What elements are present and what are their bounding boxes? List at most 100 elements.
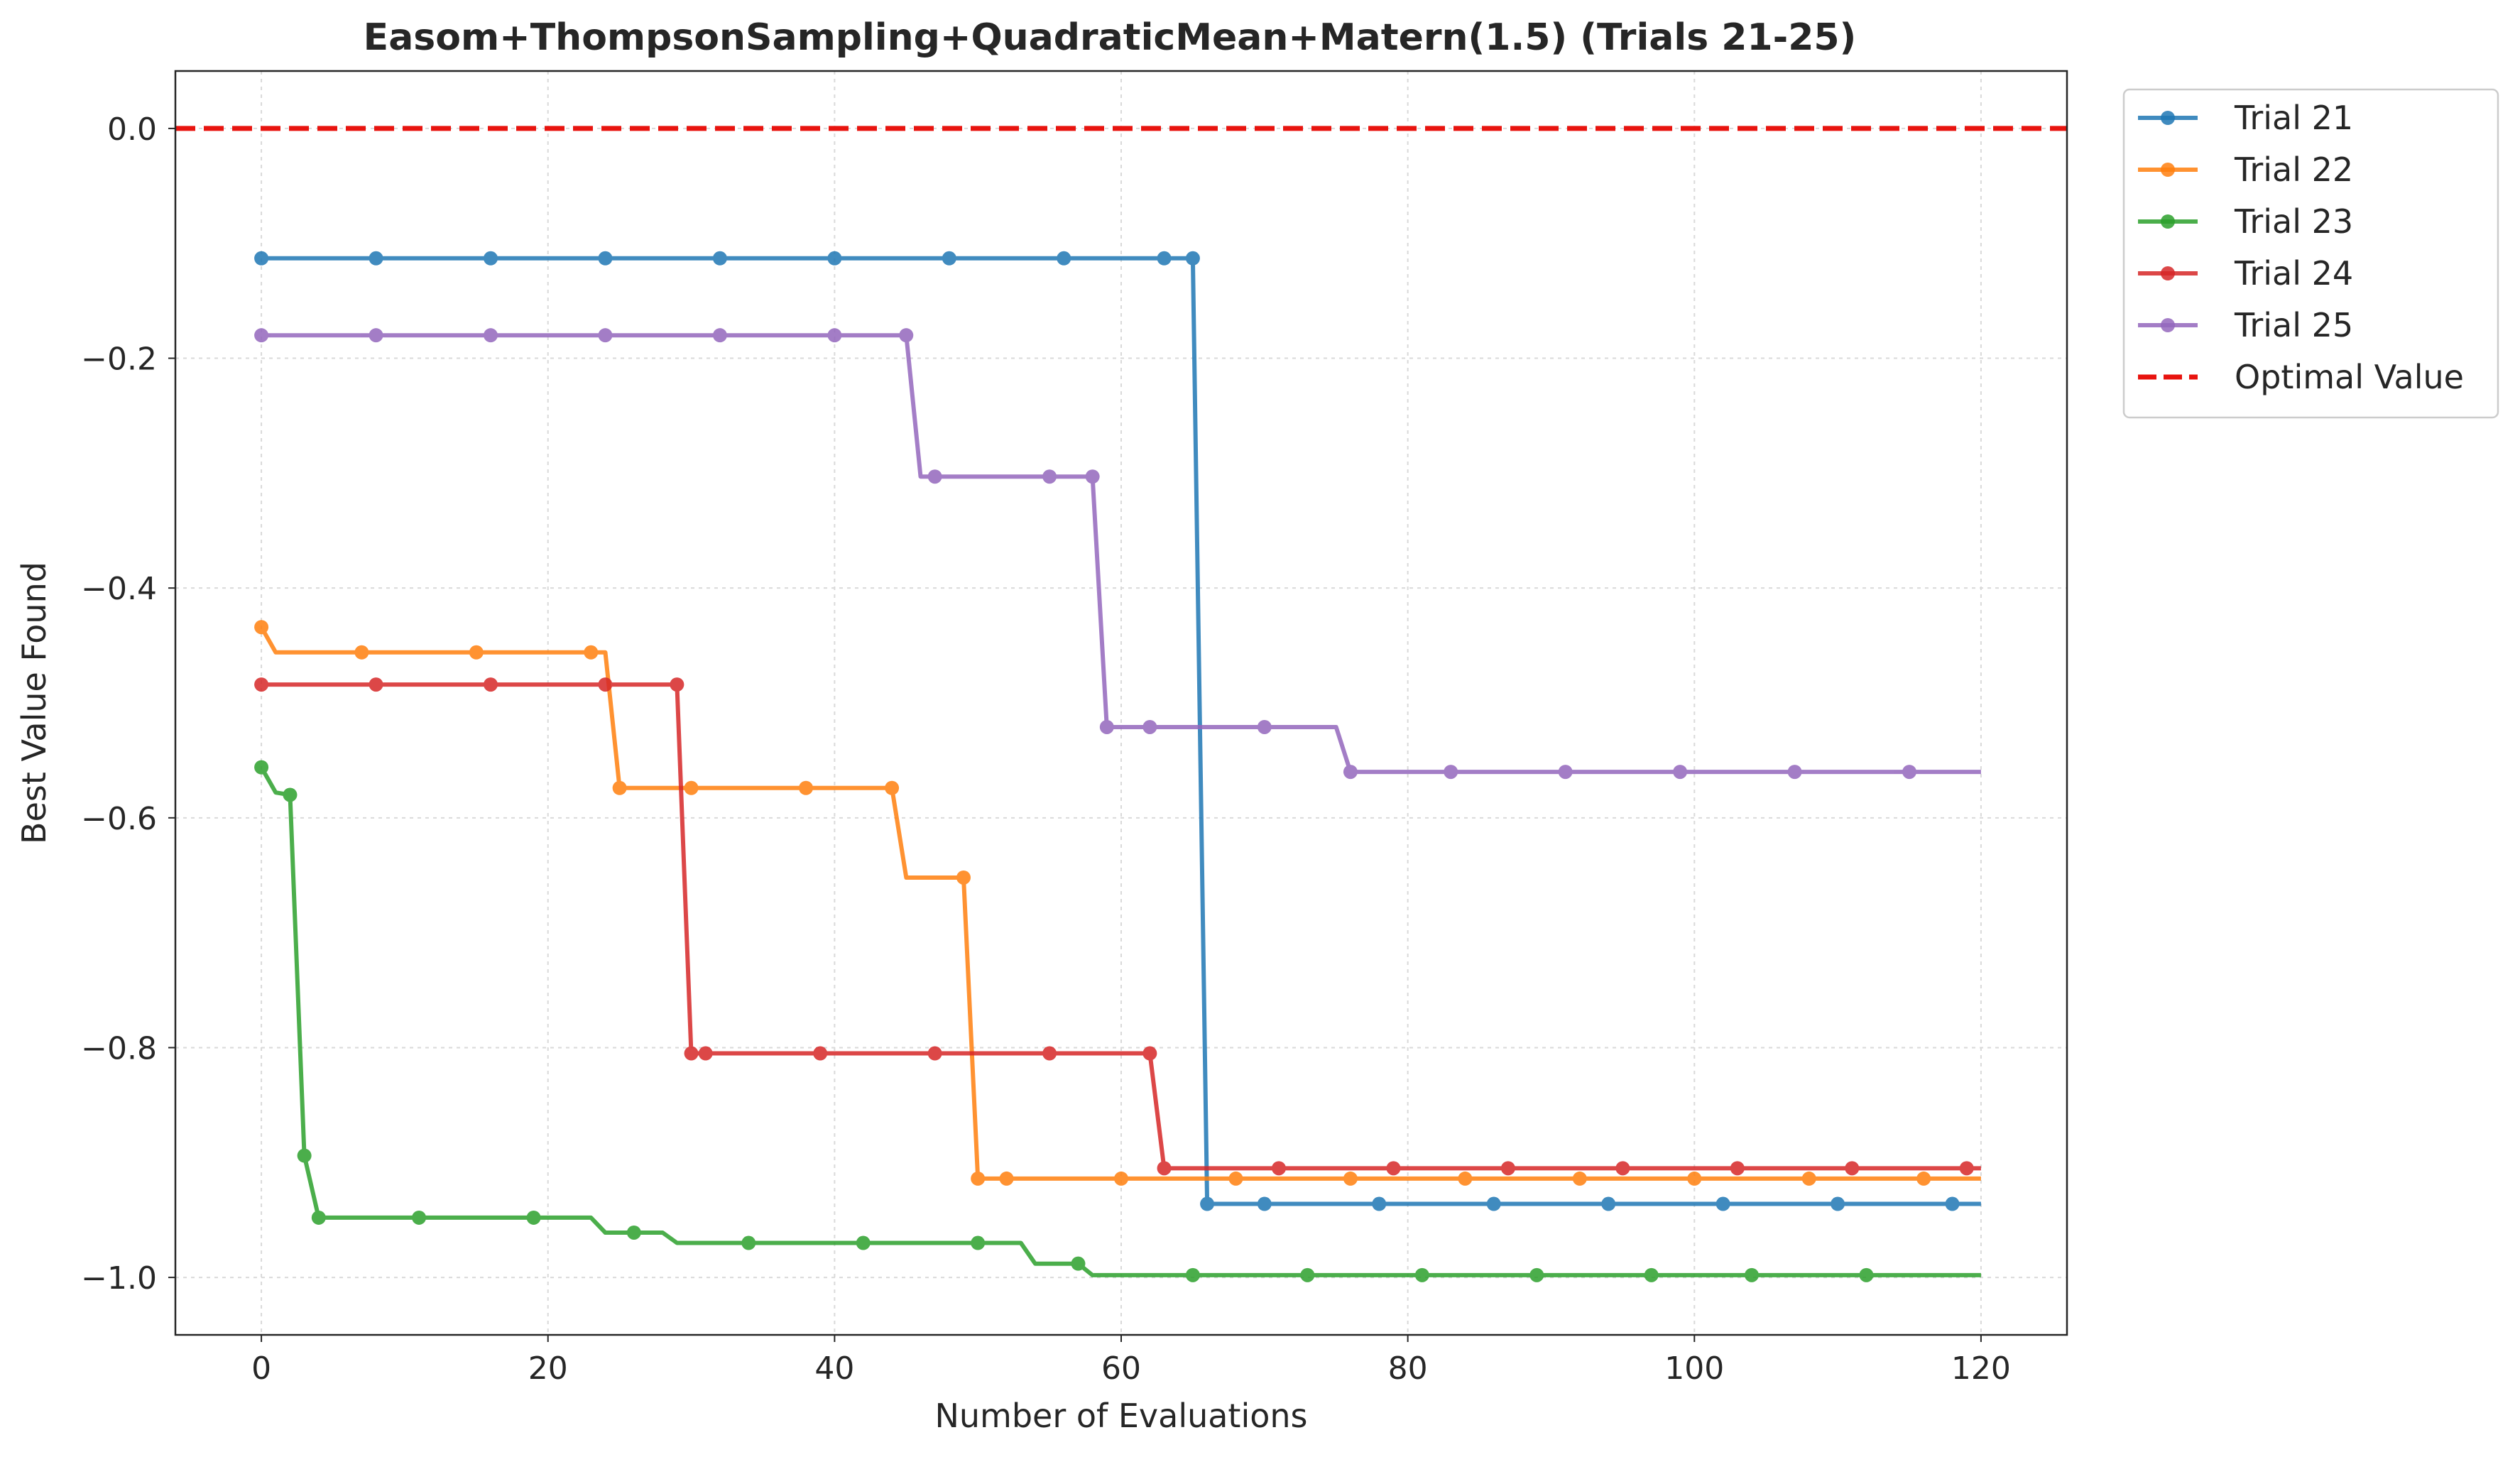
trial-21-point — [1601, 1196, 1616, 1211]
legend-marker-trial-24 — [2161, 266, 2175, 280]
trial-22-point — [1114, 1171, 1128, 1186]
legend-frame — [2122, 88, 2499, 419]
trial-25-point — [1902, 765, 1916, 780]
trial-22-point — [684, 780, 699, 795]
trial-25-point — [927, 469, 942, 484]
trial-24-point — [1386, 1161, 1401, 1176]
y-axis-label: Best Value Found — [15, 562, 53, 844]
trial-21-point — [1157, 251, 1172, 266]
trial-24-series — [254, 677, 1981, 1176]
y-tick-label: −1.0 — [81, 1260, 157, 1297]
axis-ticks: 0 20 40 60 80 100 120 −1.0 −0.8 −0.6 −0.4 −0.2 0.0 — [81, 111, 2011, 1387]
trial-21-point — [598, 251, 613, 266]
trial-23-point — [741, 1235, 756, 1250]
trial-25-point — [1444, 765, 1458, 780]
x-tick-label: 60 — [1101, 1350, 1141, 1387]
trial-23-point — [311, 1210, 326, 1225]
trial-23-series — [254, 760, 1981, 1282]
trial-21-point — [1372, 1196, 1387, 1211]
trial-21-line — [261, 256, 1981, 1206]
trial-23-point — [283, 787, 298, 802]
trial-22-point — [1801, 1171, 1816, 1186]
trial-23-point — [1859, 1267, 1874, 1282]
trial-21-point — [1486, 1196, 1501, 1211]
trial-23-point — [1185, 1267, 1200, 1282]
trial-25-point — [1673, 765, 1688, 780]
trial-21-point — [1185, 251, 1200, 266]
trial-25-point — [827, 328, 842, 343]
trial-23-point — [412, 1210, 427, 1225]
x-tick-label: 100 — [1664, 1350, 1724, 1387]
trial-24-point — [927, 1046, 942, 1061]
chart-title: Easom+ThompsonSampling+QuadraticMean+Mat… — [364, 16, 1857, 59]
trial-24-point — [1272, 1161, 1286, 1176]
trial-22-point — [612, 780, 627, 795]
legend-label-trial-25: Trial 25 — [2234, 306, 2353, 344]
trial-22-point — [1687, 1171, 1702, 1186]
legend-marker-trial-21 — [2161, 111, 2175, 125]
trial-23-point — [856, 1235, 871, 1250]
y-tick-label: 0.0 — [107, 111, 157, 148]
trial-24-point — [1845, 1161, 1860, 1176]
trial-25-point — [1787, 765, 1802, 780]
trial-25-point — [1142, 719, 1157, 734]
trial-25-point — [1042, 469, 1057, 484]
trial-25-point — [899, 328, 914, 343]
trial-22-point — [1572, 1171, 1587, 1186]
trial-23-point — [1644, 1267, 1659, 1282]
trial-21-point — [942, 251, 956, 266]
legend-label-trial-23: Trial 23 — [2234, 202, 2353, 241]
trial-24-point — [1730, 1161, 1745, 1176]
trial-22-point — [1228, 1171, 1243, 1186]
y-tick-label: −0.4 — [81, 571, 157, 607]
trial-22-series — [254, 620, 1981, 1186]
y-tick-label: −0.8 — [81, 1030, 157, 1066]
trial-25-point — [254, 328, 269, 343]
legend-label-trial-21: Trial 21 — [2234, 99, 2353, 137]
trial-25-point — [369, 328, 383, 343]
trial-22-point — [971, 1171, 986, 1186]
trial-25-line — [261, 333, 1981, 775]
trial-21-point — [1716, 1196, 1730, 1211]
trial-21-point — [1945, 1196, 1960, 1211]
trial-25-point — [484, 328, 498, 343]
trial-21-series — [254, 251, 1981, 1211]
legend-label-trial-22: Trial 22 — [2234, 151, 2353, 189]
trial-23-point — [626, 1225, 641, 1240]
trial-24-point — [1042, 1046, 1057, 1061]
trial-24-point — [598, 677, 613, 692]
trial-22-point — [799, 780, 813, 795]
trial-24-point — [813, 1046, 828, 1061]
trial-25-point — [1558, 765, 1573, 780]
trial-22-point — [254, 620, 269, 635]
trial-22-point — [1916, 1171, 1931, 1186]
trial-21-point — [1200, 1196, 1215, 1211]
trial-24-point — [1959, 1161, 1974, 1176]
trial-22-point — [1458, 1171, 1473, 1186]
trial-23-point — [1745, 1267, 1759, 1282]
trial-21-point — [1057, 251, 1071, 266]
x-axis-label: Number of Evaluations — [934, 1397, 1307, 1435]
legend: Trial 21 Trial 22 Trial 23 Trial 24 Trial 25… — [2122, 88, 2499, 419]
trial-25-point — [1343, 765, 1358, 780]
trial-23-point — [526, 1210, 541, 1225]
trial-21-point — [1831, 1196, 1845, 1211]
trial-24-point — [1615, 1161, 1630, 1176]
trial-23-point — [1071, 1256, 1086, 1271]
trial-24-point — [684, 1046, 699, 1061]
trial-21-point — [712, 251, 727, 266]
legend-marker-trial-23 — [2161, 214, 2175, 229]
trial-24-point — [369, 677, 383, 692]
trial-25-point — [712, 328, 727, 343]
y-tick-label: −0.2 — [81, 342, 157, 378]
trial-22-point — [885, 780, 900, 795]
y-tick-label: −0.6 — [81, 801, 157, 837]
trial-25-point — [1099, 719, 1114, 734]
trial-21-point — [827, 251, 842, 266]
trial-24-point — [254, 677, 269, 692]
trial-25-point — [598, 328, 613, 343]
trial-24-point — [1500, 1161, 1515, 1176]
trial-22-point — [469, 645, 484, 660]
trial-25-series — [254, 328, 1981, 780]
